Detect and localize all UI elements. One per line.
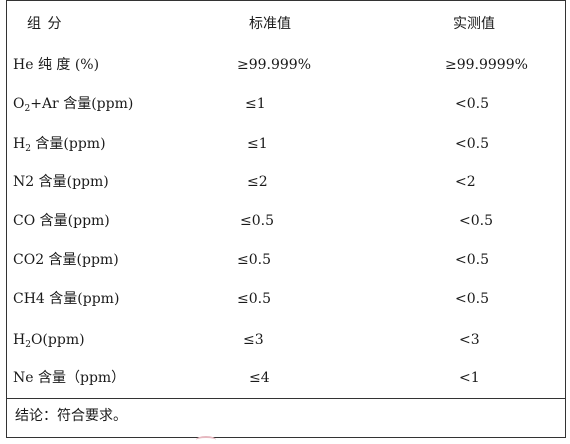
spec-table: 组 分 标准值 实测值 He 纯 度 (%) ≥99.999% ≥99.9999… bbox=[6, 0, 566, 438]
table-row: CH4 含量(ppm) ≤0.5 <0.5 bbox=[7, 280, 565, 319]
row-standard: ≤1 bbox=[245, 96, 266, 112]
header-standard: 标准值 bbox=[249, 16, 291, 32]
row-standard: ≤0.5 bbox=[237, 291, 271, 307]
table-row: He 纯 度 (%) ≥99.999% ≥99.9999% bbox=[7, 46, 565, 85]
row-standard: ≤0.5 bbox=[240, 213, 274, 229]
row-name: He 纯 度 (%) bbox=[13, 57, 100, 73]
row-standard: ≥99.999% bbox=[237, 57, 312, 73]
table-header: 组 分 标准值 实测值 bbox=[7, 5, 565, 44]
row-name: CO2 含量(ppm) bbox=[13, 252, 119, 268]
conclusion-text: 结论：符合要求。 bbox=[15, 408, 127, 424]
table-row: N2 含量(ppm) ≤2 <2 bbox=[7, 163, 565, 202]
row-measured: <1 bbox=[459, 370, 480, 386]
header-measured: 实测值 bbox=[453, 16, 495, 32]
row-name: CO 含量(ppm) bbox=[13, 213, 110, 229]
row-measured: <2 bbox=[455, 174, 476, 190]
row-standard: ≤3 bbox=[243, 332, 264, 348]
row-measured: <3 bbox=[459, 332, 480, 348]
row-measured: <0.5 bbox=[455, 96, 489, 112]
table-row: Ne 含量（ppm） ≤4 <1 bbox=[7, 359, 565, 398]
row-name: O2+Ar 含量(ppm) bbox=[13, 96, 134, 114]
row-standard: ≤2 bbox=[247, 174, 268, 190]
row-divider bbox=[7, 398, 565, 399]
row-name: Ne 含量（ppm） bbox=[13, 370, 126, 386]
row-standard: ≤1 bbox=[247, 136, 268, 152]
row-standard: ≤0.5 bbox=[237, 252, 271, 268]
table-row: H2O(ppm) ≤3 <3 bbox=[7, 321, 565, 360]
row-measured: <0.5 bbox=[455, 291, 489, 307]
row-name: N2 含量(ppm) bbox=[13, 174, 109, 190]
table-row: H2 含量(ppm) ≤1 <0.5 bbox=[7, 125, 565, 164]
row-standard: ≤4 bbox=[249, 370, 270, 386]
row-measured: <0.5 bbox=[455, 252, 489, 268]
table-row: CO2 含量(ppm) ≤0.5 <0.5 bbox=[7, 241, 565, 280]
table-row: CO 含量(ppm) ≤0.5 <0.5 bbox=[7, 202, 565, 241]
row-name: H2O(ppm) bbox=[13, 332, 85, 350]
row-name: CH4 含量(ppm) bbox=[13, 291, 120, 307]
row-measured: ≥99.9999% bbox=[445, 57, 528, 73]
stamp-fragment bbox=[196, 436, 216, 444]
row-measured: <0.5 bbox=[455, 136, 489, 152]
row-name: H2 含量(ppm) bbox=[13, 136, 106, 154]
row-measured: <0.5 bbox=[459, 213, 493, 229]
table-row: O2+Ar 含量(ppm) ≤1 <0.5 bbox=[7, 85, 565, 124]
header-component: 组 分 bbox=[27, 16, 63, 32]
